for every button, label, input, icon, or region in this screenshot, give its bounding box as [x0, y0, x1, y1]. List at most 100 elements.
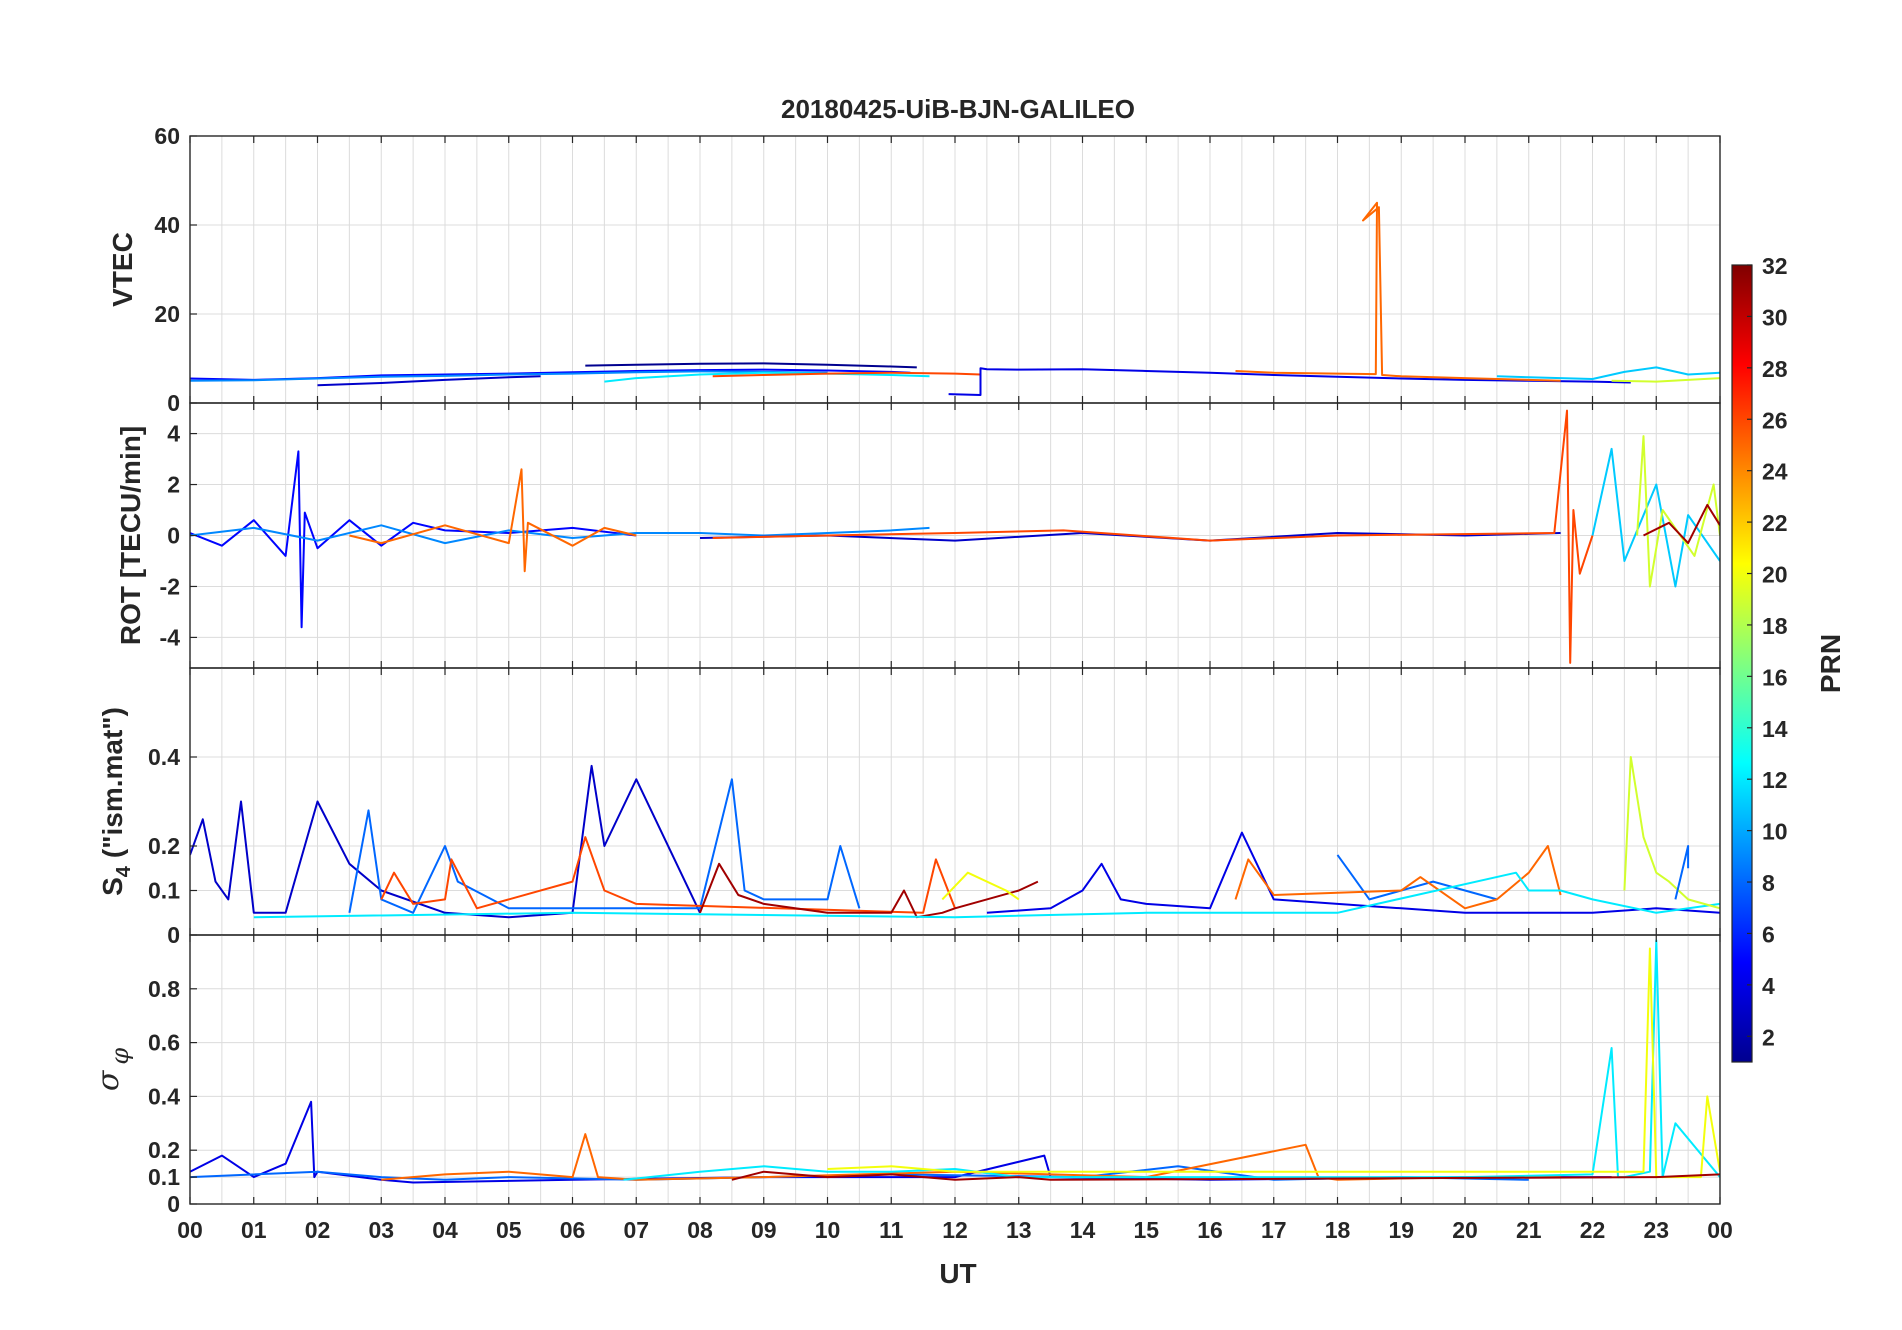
series-line-prn-31 [1643, 503, 1720, 545]
series-line-prn-4 [948, 367, 1631, 396]
series-line-prn-5 [190, 450, 637, 629]
series-line-prn-25 [1234, 845, 1562, 910]
x-tick-label: 10 [815, 1217, 841, 1243]
x-tick-label: 05 [496, 1217, 522, 1243]
y-label-phi: φ [106, 1048, 134, 1065]
colorbar-tick-label: 20 [1762, 562, 1788, 588]
colorbar-bar [1731, 264, 1753, 1063]
y-tick-label: 0 [167, 922, 180, 948]
y-tick-label: 0 [167, 390, 180, 416]
y-tick-label: 20 [154, 301, 180, 327]
y-tick-label: 40 [154, 212, 180, 238]
x-tick-label: 11 [879, 1217, 904, 1243]
colorbar-tick-label: 16 [1762, 664, 1788, 690]
x-tick-label: 03 [368, 1217, 394, 1243]
y-tick-label: 0.8 [148, 976, 180, 1002]
y-tick-label: 0 [167, 1191, 180, 1217]
y-tick-label: 0.1 [148, 878, 180, 904]
series-line-prn-26 [712, 409, 1594, 664]
y-axis-label: ROT [TECU/min] [115, 426, 146, 645]
y-tick-label: 60 [154, 123, 180, 149]
colorbar-tick-label: 22 [1762, 510, 1788, 536]
series-line-prn-4 [986, 831, 1720, 914]
y-tick-label: 0.2 [148, 1137, 180, 1163]
series-line-prn-26 [712, 371, 981, 378]
colorbar-tick-label: 18 [1762, 613, 1788, 639]
panel-4: 00.10.2 0.4 0.6 0.8 σφ [91, 934, 1721, 1217]
x-tick-label: 12 [942, 1217, 968, 1243]
colorbar-label: PRN [1815, 634, 1846, 693]
x-tick-label: 04 [432, 1217, 458, 1243]
series-line-prn-9 [190, 370, 828, 382]
y-tick-label: -2 [160, 573, 180, 599]
colorbar-tick-label: 32 [1762, 253, 1788, 279]
colorbar-tick-label: 8 [1762, 870, 1775, 896]
y-tick-label: 0.4 [148, 744, 180, 770]
colorbar-tick-label: 28 [1762, 356, 1788, 382]
x-tick-label: 19 [1388, 1217, 1414, 1243]
y-axis-label: σφ [91, 1048, 134, 1091]
x-tick-label: 17 [1261, 1217, 1287, 1243]
x-tick-label: 23 [1643, 1217, 1669, 1243]
panel-series [190, 939, 1720, 1184]
x-tick-label: 00 [177, 1217, 203, 1243]
y-tick-label: 2 [167, 472, 180, 498]
y-axis-label: VTEC [107, 232, 138, 307]
series-line-prn-11 [1591, 447, 1720, 588]
series-line-prn-12 [253, 871, 1720, 919]
colorbar-tick-label: 12 [1762, 767, 1788, 793]
x-tick-label: 22 [1580, 1217, 1606, 1243]
y-label-rest: ("ism.mat") [97, 707, 128, 858]
series-line-prn-20 [941, 871, 1020, 901]
x-tick-label: 20 [1452, 1217, 1478, 1243]
x-tick-label: 13 [1006, 1217, 1032, 1243]
x-tick-label: 14 [1070, 1217, 1096, 1243]
colorbar-tick-label: 6 [1762, 921, 1775, 947]
x-tick-label: 08 [687, 1217, 713, 1243]
x-tick-label: 02 [305, 1217, 331, 1243]
series-line-prn-3 [317, 375, 541, 387]
colorbar-tick-label: 26 [1762, 407, 1788, 433]
y-axis-label: S4 ("ism.mat") [97, 707, 135, 896]
x-tick-label: 01 [241, 1217, 267, 1243]
x-tick-label: 16 [1197, 1217, 1223, 1243]
series-line-prn-12 [604, 371, 930, 383]
colorbar-tick-label: 24 [1762, 459, 1788, 485]
y-tick-label: 0.1 [148, 1164, 180, 1190]
series-line-prn-8 [1674, 845, 1690, 900]
series-line-prn-19 [1611, 377, 1720, 383]
panel-series [190, 201, 1720, 396]
panel-1: 0 20 40 60 VTEC [107, 123, 1721, 416]
y-tick-label: 0.4 [148, 1083, 180, 1109]
panel-series [190, 409, 1720, 664]
colorbar-tick-label: 2 [1762, 1024, 1775, 1050]
series-line-prn-3 [190, 764, 701, 919]
y-tick-label: 0 [167, 523, 180, 549]
series-line-prn-19 [1623, 756, 1720, 910]
x-tick-label: 07 [623, 1217, 649, 1243]
y-tick-label: -4 [160, 624, 181, 650]
y-tick-label: 0.6 [148, 1030, 180, 1056]
colorbar-tick-label: 10 [1762, 819, 1788, 845]
series-line-prn-11 [1496, 366, 1720, 380]
series-line-prn-26 [380, 836, 956, 914]
panel-2: -4 -2 0 2 4 ROT [TECU/min] [115, 402, 1721, 669]
y-label-main: S [97, 877, 128, 896]
y-label-sub: 4 [113, 865, 135, 877]
x-axis-label: UT [939, 1258, 976, 1289]
series-line-prn-1 [585, 362, 917, 369]
colorbar-tick-label: 30 [1762, 304, 1788, 330]
panel-series [190, 756, 1720, 919]
y-tick-label: 0.2 [148, 833, 180, 859]
chart-title: 20180425-UiB-BJN-GALILEO [781, 94, 1135, 124]
colorbar-tick-label: 14 [1762, 716, 1788, 742]
series-line-prn-8 [348, 778, 861, 914]
x-tick-label: 18 [1325, 1217, 1351, 1243]
y-label-sigma: σ [91, 1069, 126, 1091]
series-line-prn-19 [1636, 435, 1720, 588]
series-line-prn-9 [190, 524, 930, 545]
series-line-prn-25 [1235, 201, 1561, 382]
x-tick-label: 06 [560, 1217, 586, 1243]
